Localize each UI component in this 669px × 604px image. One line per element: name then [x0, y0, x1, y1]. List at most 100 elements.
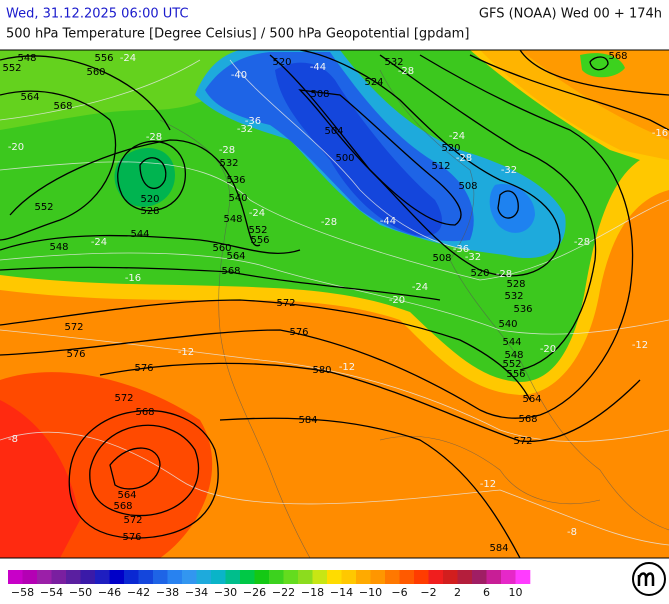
colorbar-swatch	[501, 570, 516, 584]
temperature-label: -12	[178, 347, 194, 358]
colorbar-label: 2	[454, 586, 461, 599]
geopotential-label: 552	[502, 359, 521, 370]
colorbar: −58 −54 −50 −46 −42 −38 −34 −30 −26 −22 −18 −14 −10−…	[8, 570, 531, 599]
logo-mark	[637, 572, 655, 586]
colorbar-swatch	[80, 570, 96, 584]
isotherm	[229, 59, 471, 251]
colorbar-swatch	[254, 570, 270, 584]
field-green	[0, 50, 640, 382]
geopotential-label: 524	[364, 77, 383, 88]
field-green-dark	[114, 148, 175, 207]
temperature-label: -12	[632, 340, 648, 351]
contour-labels: -24-40-44 -28-36-32-28-20 -28-24-28-32-16-…	[2, 51, 668, 554]
geopotential-label: 552	[2, 63, 21, 74]
geopotential-label: 508	[458, 181, 477, 192]
isohypse	[0, 299, 531, 401]
temperature-label: -36	[453, 244, 469, 255]
colorbar-swatch	[298, 570, 313, 584]
temperature-label: -40	[231, 70, 247, 81]
coastline	[379, 435, 601, 505]
isohypse	[419, 54, 634, 416]
geopotential-label: 544	[130, 229, 149, 240]
temperature-label: -28	[219, 145, 235, 156]
geopotential-label: 544	[502, 337, 521, 348]
geopotential-label: 568	[53, 101, 72, 112]
geopotential-label: 536	[513, 304, 532, 315]
isohypse	[589, 56, 609, 71]
temperature-label: -24	[412, 282, 428, 293]
coastline	[159, 119, 311, 558]
colorbar-swatch	[109, 570, 125, 584]
geopotential-label: 568	[518, 414, 537, 425]
colorbar-swatch	[472, 570, 487, 584]
temperature-label: -32	[465, 252, 481, 263]
colorbar-label: 6	[483, 586, 490, 599]
isotherm	[0, 431, 669, 546]
temperature-label: -12	[339, 362, 355, 373]
geopotential-label: 584	[298, 415, 317, 426]
isotherm	[0, 59, 201, 121]
geopotential-label: 576	[122, 532, 141, 543]
temperature-label: -20	[389, 295, 405, 306]
isohypse	[9, 139, 261, 247]
temperature-label: -12	[480, 479, 496, 490]
isohypse	[379, 54, 597, 371]
isohypse	[89, 424, 200, 517]
colorbar-swatch	[240, 570, 255, 584]
isotherm	[0, 161, 669, 281]
colorbar-swatch	[443, 570, 458, 584]
header-subtitle: 500 hPa Temperature [Degree Celsius] / 5…	[6, 27, 469, 42]
geopotential-label: 576	[134, 363, 153, 374]
temperature-label: -16	[125, 273, 141, 284]
colorbar-label: −46	[98, 586, 121, 599]
temperature-label: -24	[249, 208, 265, 219]
geopotential-label: 552	[248, 225, 267, 236]
isotherm	[0, 252, 669, 335]
isohypse	[68, 409, 219, 539]
colorbar-swatch	[356, 570, 371, 584]
geopotential-label: 508	[310, 89, 329, 100]
temperature-label: -16	[652, 128, 668, 139]
geopotential-label: 520	[470, 268, 489, 279]
colorbar-label: −22	[272, 586, 295, 599]
geopotential-label: 572	[114, 393, 133, 404]
colorbar-swatch	[153, 570, 168, 584]
colorbar-label: −58	[11, 586, 34, 599]
isohypse	[219, 417, 521, 558]
colorbar-swatch	[341, 570, 357, 584]
temperature-label: -24	[120, 53, 136, 64]
temperature-label: -28	[398, 66, 414, 77]
colorbar-swatch	[385, 570, 400, 584]
geopotential-label: 556	[506, 369, 525, 380]
geopotential-label: 580	[312, 365, 331, 376]
geopotential-label: 532	[504, 291, 523, 302]
colorbar-label: −38	[156, 586, 179, 599]
geopotential-label: 556	[250, 235, 269, 246]
isohypse	[519, 50, 669, 96]
isohypse	[99, 362, 641, 443]
field-red-dark	[0, 400, 80, 558]
logo	[632, 562, 666, 596]
geopotential-label: 520	[140, 194, 159, 205]
temperature-label: -36	[245, 116, 261, 127]
colorbar-label: −42	[127, 586, 150, 599]
geopotential-isolines	[0, 50, 669, 558]
colorbar-label: −26	[243, 586, 266, 599]
colorbar-label: −50	[69, 586, 92, 599]
geopotential-label: 556	[94, 53, 113, 64]
colorbar-swatch	[22, 570, 38, 584]
colorbar-swatch	[182, 570, 197, 584]
colorbar-swatch	[211, 570, 226, 584]
colorbar-swatch	[66, 570, 81, 584]
temperature-isolines	[0, 59, 669, 546]
geopotential-label: 520	[272, 57, 291, 68]
geopotential-label: 548	[504, 350, 523, 361]
temperature-label: -44	[310, 62, 326, 73]
colorbar-label: 10	[509, 586, 523, 599]
geopotential-label: 532	[384, 57, 403, 68]
colorbar-swatch	[37, 570, 52, 584]
temperature-label: -32	[501, 165, 517, 176]
geopotential-label: 564	[226, 251, 245, 262]
geopotential-label: 540	[228, 193, 247, 204]
